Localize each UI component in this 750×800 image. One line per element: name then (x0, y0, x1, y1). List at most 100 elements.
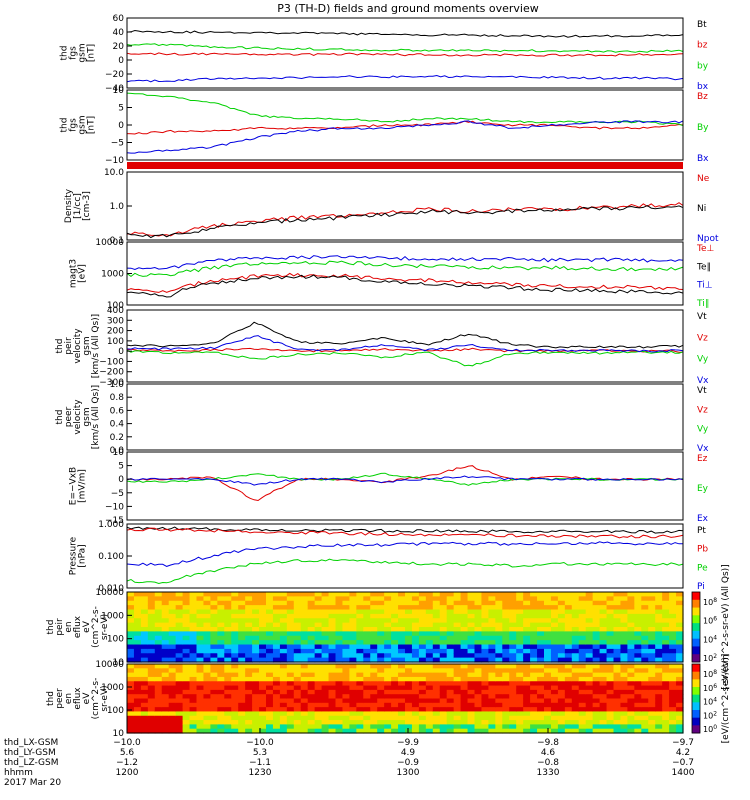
spectrogram-cell (405, 657, 413, 663)
spectrogram-cell (439, 596, 448, 602)
spectrogram-cell (356, 698, 364, 704)
spectrogram-cell (210, 592, 218, 597)
spectrogram-cell (613, 672, 622, 678)
spectrogram-cell (564, 640, 573, 646)
spectrogram-cell (550, 640, 559, 646)
series-line-Ey (126, 472, 684, 486)
spectrogram-cell (328, 676, 337, 682)
spectrogram-cell (613, 676, 622, 682)
spectrogram-cell (300, 664, 309, 669)
y-tick-label: 0 (118, 475, 124, 485)
x-row-value: −9.8 (537, 738, 559, 748)
colorbar-segment (692, 623, 700, 632)
spectrogram-cell (168, 724, 177, 730)
spectrogram-cell (217, 653, 225, 659)
spectrogram-cell (272, 715, 281, 721)
spectrogram-cell (245, 715, 253, 721)
spectrogram-cell (474, 648, 483, 654)
spectrogram-cell (175, 698, 184, 704)
spectrogram-cell (196, 689, 205, 695)
spectrogram-cell (210, 640, 218, 646)
spectrogram-cell (133, 724, 142, 730)
spectrogram-cell (147, 613, 156, 619)
spectrogram-cell (293, 657, 302, 663)
spectrogram-cell (425, 689, 434, 695)
spectrogram-cell (279, 694, 288, 700)
spectrogram-cell (523, 657, 531, 663)
spectrogram-cell (175, 707, 184, 713)
y-tick-label: 0.0 (110, 446, 125, 456)
spectrogram-cell (474, 668, 483, 674)
spectrogram-cell (662, 672, 670, 678)
spectrogram-cell (175, 681, 184, 687)
spectrogram-cell (154, 689, 163, 695)
spectrogram-cell (224, 698, 232, 704)
spectrogram-cell (467, 644, 476, 650)
spectrogram-cell (210, 644, 218, 650)
spectrogram-cell (384, 702, 392, 708)
spectrogram-cell (509, 681, 517, 687)
spectrogram-cell (571, 676, 580, 682)
spectrogram-cell (133, 685, 142, 691)
spectrogram-cell (439, 631, 448, 637)
spectrogram-cell (342, 689, 350, 695)
spectrogram-cell (634, 596, 642, 602)
spectrogram-cell (432, 640, 441, 646)
spectrogram-cell (446, 618, 455, 624)
spectrogram-cell (154, 653, 163, 659)
spectrogram-cell (495, 644, 503, 650)
spectrogram-cell (592, 622, 601, 628)
spectrogram-cell (439, 657, 448, 663)
spectrogram-cell (182, 694, 191, 700)
spectrogram-cell (245, 653, 253, 659)
spectrogram-cell (182, 653, 191, 659)
spectrogram-cell (154, 640, 163, 646)
spectrogram-cell (676, 689, 684, 695)
spectrogram-cell (286, 605, 295, 611)
spectrogram-cell (266, 698, 274, 704)
spectrogram-cell (613, 711, 622, 717)
spectrogram-cell (592, 653, 601, 659)
spectrogram-cell (293, 609, 302, 615)
spectrogram-cell (147, 640, 156, 646)
spectrogram-cell (293, 681, 302, 687)
spectrogram-cell (439, 711, 448, 717)
spectrogram-cell (571, 644, 580, 650)
spectrogram-cell (342, 657, 350, 663)
spectrogram-cell (509, 728, 517, 734)
spectrogram-cell (252, 600, 260, 606)
spectrogram-cell (147, 631, 156, 637)
spectrogram-cell (676, 618, 684, 624)
spectrogram-cell (238, 724, 246, 730)
spectrogram-cell (550, 664, 559, 669)
spectrogram-cell (272, 694, 281, 700)
spectrogram-cell (627, 724, 635, 730)
spectrogram-cell (599, 653, 608, 659)
spectrogram-cell (168, 664, 177, 669)
spectrogram-cell (293, 613, 302, 619)
spectrogram-cell (231, 644, 239, 650)
spectrogram-cell (627, 657, 635, 663)
spectrogram-cell (196, 685, 205, 691)
spectrogram-cell (495, 609, 503, 615)
spectrogram-cell (564, 676, 573, 682)
spectrogram-cell (405, 728, 413, 734)
spectrogram-cell (196, 676, 205, 682)
spectrogram-cell (391, 672, 399, 678)
spectrogram-cell (634, 644, 642, 650)
series-line-By (126, 92, 684, 127)
spectrogram-cell (272, 668, 281, 674)
x-row-value: 1300 (397, 768, 420, 778)
spectrogram-cell (245, 596, 253, 602)
spectrogram-cell (509, 698, 517, 704)
spectrogram-cell (328, 622, 337, 628)
spectrogram-cell (328, 605, 337, 611)
spectrogram-cell (175, 640, 184, 646)
spectrogram-cell (238, 609, 246, 615)
spectrogram-cell (363, 664, 371, 669)
spectrogram-cell (175, 653, 184, 659)
spectrogram-cell (613, 592, 622, 597)
spectrogram-cell (189, 648, 198, 654)
spectrogram-cell (502, 702, 510, 708)
